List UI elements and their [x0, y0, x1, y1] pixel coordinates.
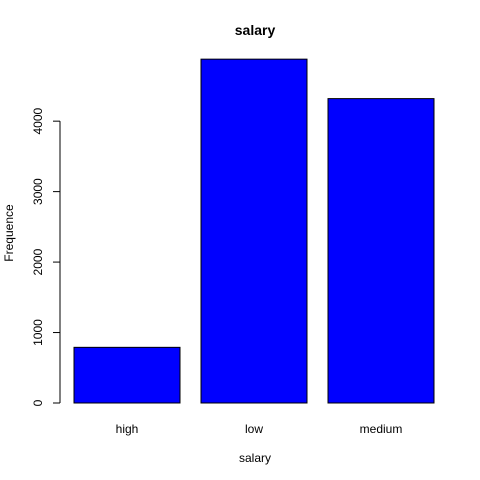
x-axis-label: salary [239, 451, 271, 465]
y-tick-label-3000: 3000 [31, 178, 45, 205]
y-axis-label: Frequence [2, 204, 16, 262]
y-tick-label-1000: 1000 [31, 319, 45, 346]
x-axis-tick-labels: high low medium [116, 422, 403, 436]
y-tick-label-0: 0 [31, 399, 45, 406]
chart-title: salary [235, 22, 276, 38]
y-tick-label-2000: 2000 [31, 248, 45, 275]
y-axis: 0 1000 2000 3000 4000 [31, 107, 61, 406]
x-tick-label-low: low [245, 422, 263, 436]
x-tick-label-medium: medium [360, 422, 403, 436]
bar-low [200, 58, 308, 404]
y-tick-label-4000: 4000 [31, 107, 45, 134]
bar-medium [327, 98, 435, 404]
bar-high [73, 346, 181, 404]
bars-group [73, 58, 435, 404]
x-tick-label-high: high [116, 422, 139, 436]
